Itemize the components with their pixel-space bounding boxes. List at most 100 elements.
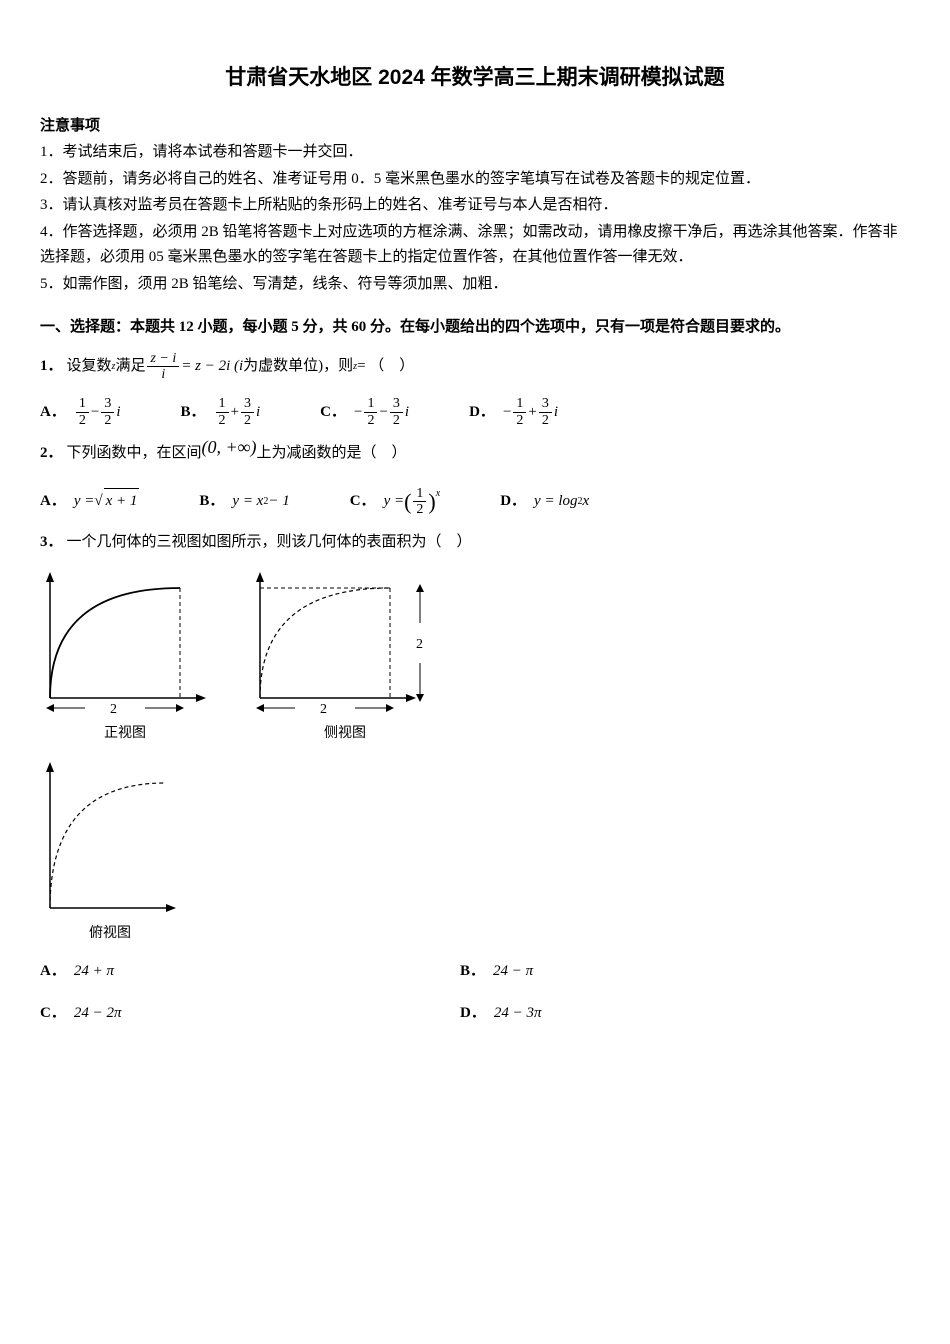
q2-options: A． y = √x + 1 B． y = x2 − 1 C． y = ( 12 …	[40, 483, 910, 520]
q2-c-lparen: (	[404, 483, 411, 520]
q2-c-frac: 12	[413, 486, 426, 518]
q1-frac-num: z − i	[147, 351, 179, 367]
q1-b-i: i	[256, 400, 260, 426]
q2-c-rparen: )	[428, 483, 435, 520]
q1-frac-den: i	[158, 367, 168, 382]
instruction-5: 5．如需作图，须用 2B 铅笔绘、写清楚，线条、符号等须加黑、加粗．	[40, 272, 910, 298]
q1-options: A． 12 − 32 i B． 12 + 32 i C． − 12 − 32 i…	[40, 396, 910, 428]
q2-option-c[interactable]: C． y = ( 12 ) x	[350, 483, 440, 520]
q3-opt-d-label: D．	[460, 1001, 486, 1027]
q1-d-sign: +	[528, 400, 536, 426]
q1-option-a[interactable]: A． 12 − 32 i	[40, 396, 120, 428]
q1-option-c[interactable]: C． − 12 − 32 i	[320, 396, 409, 428]
q1-option-b[interactable]: B． 12 + 32 i	[180, 396, 260, 428]
instruction-2: 2．答题前，请务必将自己的姓名、准考证号用 0．5 毫米黑色墨水的签字笔填写在试…	[40, 167, 910, 193]
question-3-stem: 3． 一个几何体的三视图如图所示，则该几何体的表面积为（ ）	[40, 530, 910, 556]
q2-a-radicand: x + 1	[104, 488, 140, 515]
q3-option-b[interactable]: B． 24 − π	[460, 959, 880, 985]
q3-opt-b-label: B．	[460, 959, 485, 985]
question-3: 3． 一个几何体的三视图如图所示，则该几何体的表面积为（ ）	[40, 530, 910, 556]
section-1-heading: 一、选择题：本题共 12 小题，每小题 5 分，共 60 分。在每小题给出的四个…	[40, 315, 910, 341]
front-view-caption: 正视图	[104, 722, 146, 746]
q1-c-frac2: 32	[390, 396, 403, 428]
q1-eq: = z − 2i (i	[181, 354, 243, 380]
q1-opt-a-label: A．	[40, 400, 66, 426]
q3-option-a[interactable]: A． 24 + π	[40, 959, 460, 985]
q2-text-post: 上为减函数的是（ ）	[257, 441, 407, 467]
q1-b-frac1: 12	[216, 396, 229, 428]
q3-b-expr: 24 − π	[493, 959, 533, 985]
q3-figures-row1: 2 正视图 2 2 侧视图	[40, 568, 910, 746]
front-dim-w: 2	[110, 702, 117, 717]
q2-number: 2．	[40, 441, 63, 467]
question-1: 1． 设复数 z 满足 z − i i = z − 2i (i 为虚数单位)，则…	[40, 351, 910, 383]
q2-option-d[interactable]: D． y = log2 x	[500, 489, 589, 515]
instructions-heading: 注意事项	[40, 114, 910, 140]
q2-option-a[interactable]: A． y = √x + 1	[40, 488, 139, 515]
q2-b-tail: − 1	[268, 489, 289, 515]
side-view-block: 2 2 侧视图	[250, 568, 440, 746]
question-1-stem: 1． 设复数 z 满足 z − i i = z − 2i (i 为虚数单位)，则…	[40, 351, 910, 383]
q3-a-expr: 24 + π	[74, 959, 114, 985]
question-2-stem: 2． 下列函数中，在区间 (0, +∞) 上为减函数的是（ ）	[40, 438, 910, 469]
q3-c-expr: 24 − 2π	[74, 1001, 122, 1027]
q1-d-neg: −	[503, 400, 511, 426]
q1-b-frac2: 32	[241, 396, 254, 428]
q3-text: 一个几何体的三视图如图所示，则该几何体的表面积为（ ）	[67, 530, 472, 556]
q1-c-sign: −	[379, 400, 387, 426]
q1-text-mid: 满足	[115, 354, 145, 380]
top-view-block: 俯视图	[40, 758, 180, 946]
side-view-caption: 侧视图	[324, 722, 366, 746]
front-view-svg: 2	[40, 568, 210, 718]
q3-option-c[interactable]: C． 24 − 2π	[40, 1001, 460, 1027]
instruction-4: 4．作答选择题，必须用 2B 铅笔将答题卡上对应选项的方框涂满、涂黑；如需改动，…	[40, 220, 910, 271]
q2-c-sup: x	[436, 485, 440, 502]
side-dim-w: 2	[320, 702, 327, 717]
top-view-caption: 俯视图	[89, 922, 131, 946]
q2-c-pre: y =	[384, 489, 405, 515]
instruction-3: 3．请认真核对监考员在答题卡上所粘贴的条形码上的姓名、准考证号与本人是否相符．	[40, 193, 910, 219]
q1-fraction: z − i i	[147, 351, 179, 383]
q2-opt-a-label: A．	[40, 489, 66, 515]
q3-number: 3．	[40, 530, 63, 556]
q1-d-frac1: 12	[513, 396, 526, 428]
q1-c-i: i	[405, 400, 409, 426]
q2-text-pre: 下列函数中，在区间	[67, 441, 202, 467]
q1-text-pre: 设复数	[67, 354, 112, 380]
q1-a-i: i	[116, 400, 120, 426]
q2-opt-c-label: C．	[350, 489, 376, 515]
q1-a-frac2: 32	[101, 396, 114, 428]
q1-eq2: = （ ）	[357, 354, 414, 380]
q2-opt-b-label: B．	[199, 489, 224, 515]
q3-opt-a-label: A．	[40, 959, 66, 985]
q1-a-frac1: 12	[76, 396, 89, 428]
q2-interval: (0, +∞)	[202, 432, 257, 463]
top-view-svg	[40, 758, 180, 918]
q2-b-expr: y = x	[232, 489, 263, 515]
q3-option-d[interactable]: D． 24 − 3π	[460, 1001, 880, 1027]
q1-text-post: 为虚数单位)，则	[243, 354, 353, 380]
q1-b-sign: +	[231, 400, 239, 426]
q2-d-expr: y = log	[534, 489, 577, 515]
q3-figures-row2: 俯视图	[40, 758, 910, 946]
q1-c-frac1: 12	[364, 396, 377, 428]
question-2: 2． 下列函数中，在区间 (0, +∞) 上为减函数的是（ ）	[40, 438, 910, 469]
q3-opt-c-label: C．	[40, 1001, 66, 1027]
instruction-1: 1．考试结束后，请将本试卷和答题卡一并交回．	[40, 140, 910, 166]
q1-opt-c-label: C．	[320, 400, 346, 426]
q3-d-expr: 24 − 3π	[494, 1001, 542, 1027]
q2-a-radical: √	[94, 489, 102, 515]
q3-options: A． 24 + π B． 24 − π C． 24 − 2π D． 24 − 3…	[40, 951, 910, 1034]
q2-a-pre: y =	[74, 489, 95, 515]
q1-opt-d-label: D．	[469, 400, 495, 426]
q1-c-neg: −	[354, 400, 362, 426]
exam-title: 甘肃省天水地区 2024 年数学高三上期末调研模拟试题	[40, 60, 910, 96]
q1-opt-b-label: B．	[180, 400, 205, 426]
q2-option-b[interactable]: B． y = x2 − 1	[199, 489, 289, 515]
front-view-block: 2 正视图	[40, 568, 210, 746]
q1-d-frac2: 32	[539, 396, 552, 428]
side-view-svg: 2 2	[250, 568, 440, 718]
q1-number: 1．	[40, 354, 63, 380]
q1-option-d[interactable]: D． − 12 + 32 i	[469, 396, 558, 428]
q2-d-tail: x	[583, 489, 590, 515]
